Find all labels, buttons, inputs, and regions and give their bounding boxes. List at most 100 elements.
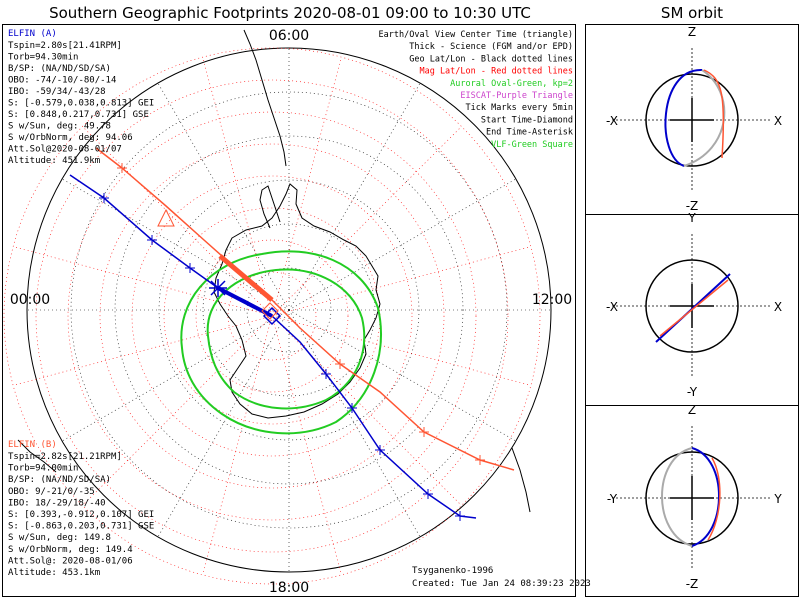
mag-meridian bbox=[271, 246, 531, 317]
created-stamp: Created: Tue Jan 24 08:39:23 2023 bbox=[412, 579, 591, 589]
orbit-axis-label-left: -X bbox=[606, 300, 618, 314]
elfin-b-track bbox=[95, 147, 515, 471]
orbit-axis-label-bottom: -Y bbox=[687, 385, 698, 399]
elfin-a-tick-mark bbox=[99, 193, 109, 203]
orbit-trace-b bbox=[703, 69, 725, 159]
legend-entry: Earth/Oval View Center Time (triangle) bbox=[379, 30, 573, 40]
elfin-b-info: ELFIN (B) Tspin=2.82s[21.21RPM] Torb=94.0… bbox=[8, 440, 154, 578]
mag-meridian bbox=[271, 126, 462, 317]
legend-entry: Tick Marks every 5min bbox=[466, 103, 573, 113]
elfin-a-tick-mark bbox=[147, 235, 157, 245]
elfin-a-tick-mark bbox=[423, 489, 433, 499]
elfin-b-science-segment bbox=[218, 254, 274, 302]
elfin-a-info-line: Altitude: 451.9km bbox=[8, 156, 100, 166]
orbit-axis-label-top: Y bbox=[687, 211, 696, 225]
geo-meridian bbox=[61, 178, 290, 311]
elfin-a-track bbox=[69, 174, 477, 519]
mag-latitude-ring bbox=[99, 143, 445, 489]
elfin-a-info-line: IBO: -59/34/-43/28 bbox=[8, 87, 106, 97]
elfin-a-tick-mark bbox=[455, 511, 465, 521]
elfin-a-info-line: B/SP: (NA/ND/SD/SA) bbox=[8, 64, 111, 74]
geo-latitude-ring bbox=[158, 179, 420, 441]
mag-meridian bbox=[202, 57, 273, 317]
elfin-b-info-line: S: [-0.863,0.203,0.731] GSE bbox=[8, 522, 154, 532]
elfin-a-info-line: S w/Sun, deg: 49.78 bbox=[8, 122, 111, 132]
geo-meridian bbox=[157, 309, 290, 538]
elfin-b-info-line: Torb=94.00min bbox=[8, 464, 78, 474]
mag-latitude-ring bbox=[131, 175, 413, 457]
elfin-b-info-line: S: [0.393,-0.912,0.107] GEI bbox=[8, 510, 154, 520]
earth-circle bbox=[645, 259, 739, 353]
geo-latitude-ring bbox=[70, 91, 508, 529]
orbit-axis-label-right: X bbox=[774, 300, 782, 314]
elfin-a-info-line: Torb=94.30min bbox=[8, 53, 78, 63]
mag-latitude-ring bbox=[3, 47, 541, 585]
mag-meridian bbox=[271, 315, 531, 386]
mag-meridian bbox=[271, 315, 462, 506]
south-america-tip bbox=[243, 29, 287, 167]
legend-entry: End Time-Asterisk bbox=[486, 128, 573, 138]
africa-edge bbox=[17, 439, 57, 473]
mag-latitude-ring bbox=[35, 79, 509, 553]
hour-label-left: 00:00 bbox=[10, 292, 50, 308]
legend-entry: Start Time-Diamond bbox=[481, 115, 573, 125]
legend: Earth/Oval View Center Time (triangle) Th… bbox=[379, 30, 573, 150]
orbit-panel: Y -Y -X X bbox=[606, 211, 782, 399]
elfin-a-info-line: Att.Sol@2020-08-01/07 bbox=[8, 145, 122, 155]
earth-circle bbox=[645, 73, 739, 167]
map-frame bbox=[2, 24, 576, 597]
hour-label-top: 06:00 bbox=[269, 28, 309, 44]
geo-meridian bbox=[288, 178, 517, 311]
elfin-b-info-line: B/SP: (NA/ND/SD/SA) bbox=[8, 475, 111, 485]
earth-crosshair bbox=[670, 98, 714, 142]
hour-label-right: 12:00 bbox=[532, 292, 572, 308]
geo-meridian bbox=[157, 82, 290, 311]
figure-title: Southern Geographic Footprints 2020-08-0… bbox=[49, 4, 531, 22]
legend-entry: VLF-Green Square bbox=[491, 140, 573, 150]
mag-meridian bbox=[202, 315, 273, 575]
elfin-a-info-line: S w/OrbNorm, deg: 94.06 bbox=[8, 133, 133, 143]
elfin-a-end-asterisk bbox=[209, 279, 227, 297]
mag-meridian bbox=[82, 315, 273, 506]
auroral-oval-inner bbox=[206, 268, 366, 410]
elfin-a-info-line: Tspin=2.80s[21.41RPM] bbox=[8, 41, 122, 51]
elfin-b-info-line: OBO: 9/-21/0/-35 bbox=[8, 487, 95, 497]
orbit-axis-label-bottom: -Z bbox=[686, 577, 699, 591]
mag-meridian bbox=[271, 57, 342, 317]
orbit-trace-back bbox=[661, 447, 693, 547]
geo-meridian bbox=[288, 309, 421, 538]
hour-label-bottom: 18:00 bbox=[269, 580, 309, 596]
elfin-b-info-line: IBO: 18/-29/18/-40 bbox=[8, 498, 106, 508]
mag-latitude-ring bbox=[227, 271, 317, 361]
earth-circle bbox=[645, 451, 739, 545]
auroral-oval bbox=[180, 250, 382, 435]
elfin-b-info-line: S w/OrbNorm, deg: 149.4 bbox=[8, 545, 133, 555]
mag-meridian bbox=[271, 315, 342, 575]
orbit-panel: Z -Z -X X bbox=[606, 25, 782, 213]
mag-latitude-ring bbox=[195, 239, 349, 393]
orbit-panels: Z -Z -X X Y -Y -X X Z -Z -Y Y bbox=[606, 25, 782, 591]
elfin-a-info-line: S: [-0.579,0.038,0.813] GEI bbox=[8, 99, 154, 109]
orbit-axis-label-left: -X bbox=[606, 114, 618, 128]
elfin-b-tick-mark bbox=[419, 427, 429, 437]
elfin-b-info-line: Att.Sol@: 2020-08-01/06 bbox=[8, 556, 133, 566]
legend-entry: Mag Lat/Lon - Red dotted lines bbox=[419, 67, 573, 77]
elfin-b-tick-mark bbox=[117, 163, 127, 173]
elfin-a-name: ELFIN (A) bbox=[8, 29, 57, 39]
elfin-a-start-diamond bbox=[262, 306, 282, 326]
elfin-b-start-diamond bbox=[261, 302, 279, 320]
elfin-a-info-line: OBO: -74/-10/-80/-14 bbox=[8, 76, 116, 86]
orbit-axis-label-bottom: -Z bbox=[686, 199, 699, 213]
orbit-frame-yz bbox=[585, 405, 799, 597]
australia-edge bbox=[511, 447, 531, 513]
orbit-trace-a bbox=[664, 68, 703, 167]
elfin-a-tick-mark bbox=[185, 263, 195, 273]
elfin-b-tick-mark bbox=[335, 359, 345, 369]
auroral-oval-outer bbox=[180, 250, 382, 435]
legend-entry: EISCAT-Purple Triangle bbox=[460, 91, 573, 101]
elfin-a-tick-mark bbox=[375, 445, 385, 455]
orbit-trace-b bbox=[707, 457, 721, 541]
legend-entry: Geo Lat/Lon - Black dotted lines bbox=[409, 54, 573, 64]
elfin-tracks bbox=[69, 147, 515, 521]
